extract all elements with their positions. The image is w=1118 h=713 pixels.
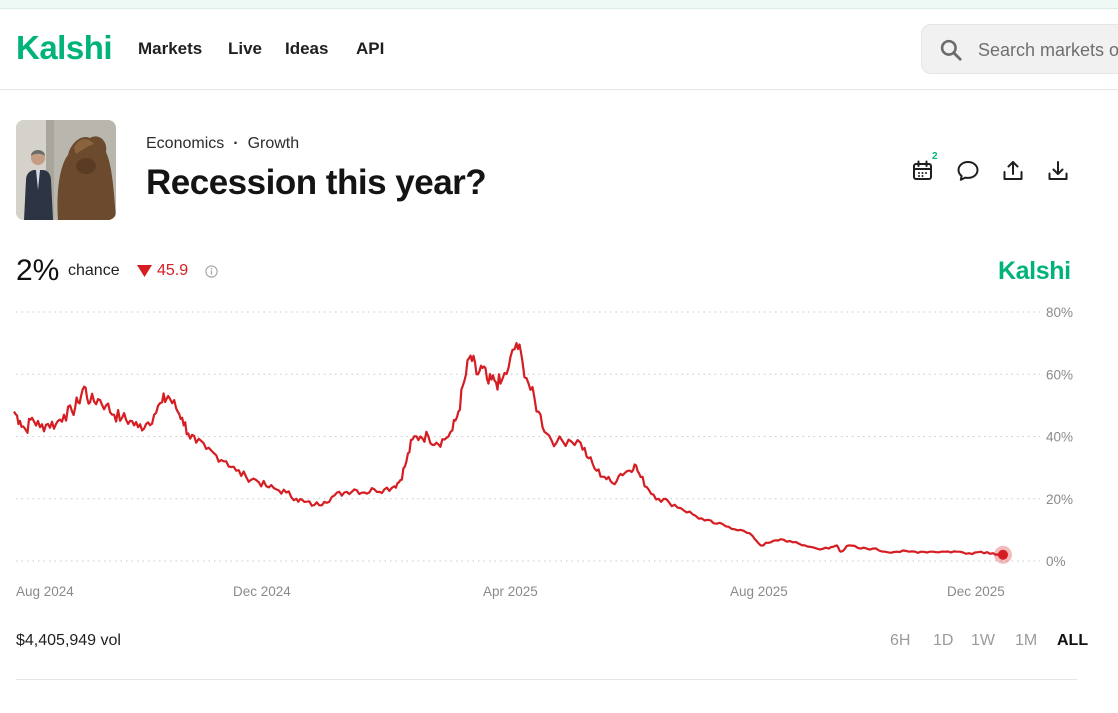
search-icon <box>940 39 962 61</box>
kalshi-watermark: Kalshi <box>998 257 1071 285</box>
nav-ideas[interactable]: Ideas <box>285 39 329 58</box>
breadcrumb: Economics · Growth <box>146 135 299 153</box>
top-navbar: Kalshi Markets Live Ideas API <box>0 9 1118 90</box>
breadcrumb-subcategory[interactable]: Growth <box>247 135 300 152</box>
nav-api[interactable]: API <box>356 39 385 58</box>
search-input[interactable] <box>978 37 1118 63</box>
download-icon[interactable] <box>1045 158 1071 184</box>
volume-label: $4,405,949 vol <box>16 632 121 649</box>
y-tick-label: 40% <box>1046 430 1073 445</box>
series-line <box>13 342 1004 556</box>
probability-chart[interactable]: 80% 60% 40% 20% 0% <box>0 298 1118 578</box>
calendar-icon[interactable] <box>910 158 936 184</box>
y-tick-label: 20% <box>1046 492 1073 507</box>
x-tick-label: Aug 2024 <box>16 584 74 599</box>
range-button-6h[interactable]: 6H <box>890 632 911 649</box>
comment-icon[interactable] <box>955 158 981 184</box>
range-button-all[interactable]: ALL <box>1057 632 1089 649</box>
kalshi-logo[interactable]: Kalshi <box>16 29 113 66</box>
probability-suffix: chance <box>68 262 120 279</box>
x-tick-label: Dec 2024 <box>233 584 291 599</box>
x-tick-label: Apr 2025 <box>483 584 538 599</box>
nav-markets[interactable]: Markets <box>138 39 203 58</box>
range-button-1m[interactable]: 1M <box>1015 632 1038 649</box>
latest-point[interactable] <box>997 549 1008 560</box>
y-tick-label: 0% <box>1046 554 1066 569</box>
y-tick-label: 60% <box>1046 367 1073 382</box>
nav-live[interactable]: Live <box>228 39 263 58</box>
search-bar[interactable] <box>921 24 1118 74</box>
x-tick-label: Aug 2025 <box>730 584 788 599</box>
market-thumbnail <box>16 120 116 220</box>
info-icon[interactable] <box>205 265 218 278</box>
breadcrumb-category[interactable]: Economics <box>146 135 225 152</box>
divider <box>16 679 1077 680</box>
range-button-1w[interactable]: 1W <box>971 632 995 649</box>
calendar-badge: 2 <box>932 151 938 162</box>
top-banner-strip <box>0 0 1118 9</box>
y-tick-label: 80% <box>1046 305 1073 320</box>
market-title: Recession this year? <box>146 163 487 202</box>
change-value: 45.9 <box>157 262 189 279</box>
down-triangle-icon <box>137 265 152 277</box>
range-button-1d[interactable]: 1D <box>933 632 954 649</box>
share-icon[interactable] <box>1000 158 1026 184</box>
breadcrumb-separator: · <box>233 135 239 152</box>
probability-value: 2% <box>16 254 60 287</box>
x-tick-label: Dec 2025 <box>947 584 1005 599</box>
